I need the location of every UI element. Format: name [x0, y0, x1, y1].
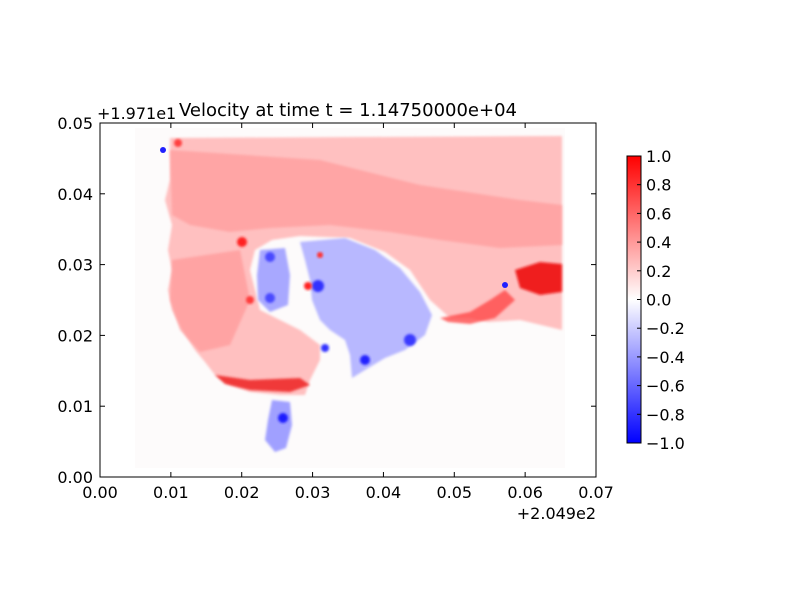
colorbar: 1.0 0.8 0.6 0.4 0.2 0.0 −0.2 −0.4 −0.6 −0.8 −1.0: [626, 147, 685, 453]
colorbar-tick-label: 1.0: [646, 147, 671, 166]
field-red-spot: [317, 252, 323, 258]
x-tick-label: 0.04: [366, 483, 402, 502]
y-tick-label: 0.04: [57, 185, 93, 204]
colorbar-tick-label: 0.2: [646, 262, 671, 281]
colorbar-ticks: 1.0 0.8 0.6 0.4 0.2 0.0 −0.2 −0.4 −0.6 −0.8 −1.0: [637, 147, 685, 453]
field-lower-streak: [215, 375, 310, 392]
colorbar-tick-label: −0.2: [646, 319, 685, 338]
x-tick-label: 0.05: [436, 483, 472, 502]
y-tick-label: 0.01: [57, 397, 93, 416]
field-blue-spot: [321, 344, 329, 352]
field-blue-spot: [265, 252, 275, 262]
field-right-streak: [440, 290, 515, 324]
y-axis: 0.00 0.01 0.02 0.03 0.04 0.05: [57, 114, 596, 487]
field-blue-spot: [278, 413, 288, 423]
y-offset-label: +1.971e1: [97, 104, 176, 123]
plot-area: 0.00 0.01 0.02 0.03 0.04 0.05 0.06 0.07 0.000.0…: [57, 114, 613, 502]
field-blue-spot: [160, 147, 166, 153]
colorbar-tick-label: −0.4: [646, 348, 685, 367]
y-tick-label: 0.05: [57, 114, 93, 133]
field-negative-region: [300, 238, 432, 378]
colorbar-tick-label: −0.6: [646, 377, 685, 396]
colorbar-tick-label: 0.4: [646, 233, 671, 252]
field-blue-spot: [502, 282, 508, 288]
x-tick-label: 0.03: [295, 483, 331, 502]
field-red-spot: [304, 282, 312, 290]
y-tick-label: 0.00: [57, 468, 93, 487]
y-tick-label: 0.03: [57, 256, 93, 275]
x-axis: 0.00 0.01 0.02 0.03 0.04 0.05 0.06 0.07: [82, 123, 614, 502]
colorbar-tick-label: −0.8: [646, 405, 685, 424]
x-tick-label: 0.01: [153, 483, 189, 502]
field-red-spot: [174, 139, 182, 147]
y-tick-label: 0.02: [57, 326, 93, 345]
field-red-spot: [237, 237, 247, 247]
field-right-blob: [515, 262, 562, 295]
field-blue-spot: [312, 280, 324, 292]
field-left-column: [257, 248, 290, 312]
field-blue-spot: [404, 334, 416, 346]
field-blue-spot: [265, 293, 275, 303]
colorbar-tick-label: −1.0: [646, 434, 685, 453]
x-tick-label: 0.00: [82, 483, 118, 502]
field-red-spot: [246, 296, 254, 304]
colorbar-tick-label: 0.0: [646, 291, 671, 310]
x-tick-label: 0.02: [224, 483, 260, 502]
field-blue-spot: [360, 355, 370, 365]
field-upper-band: [170, 150, 562, 248]
colorbar-tick-label: 0.8: [646, 176, 671, 195]
x-tick-label: 0.06: [507, 483, 543, 502]
x-tick-label: 0.07: [578, 483, 614, 502]
colorbar-tick-label: 0.6: [646, 204, 671, 223]
x-offset-label: +2.049e2: [517, 504, 596, 523]
chart-title: Velocity at time t = 1.14750000e+04: [179, 100, 517, 121]
field-lower-tail: [265, 400, 292, 452]
field-left-patch: [170, 250, 250, 352]
velocity-field: [135, 128, 565, 468]
plot-frame: [99, 122, 597, 478]
